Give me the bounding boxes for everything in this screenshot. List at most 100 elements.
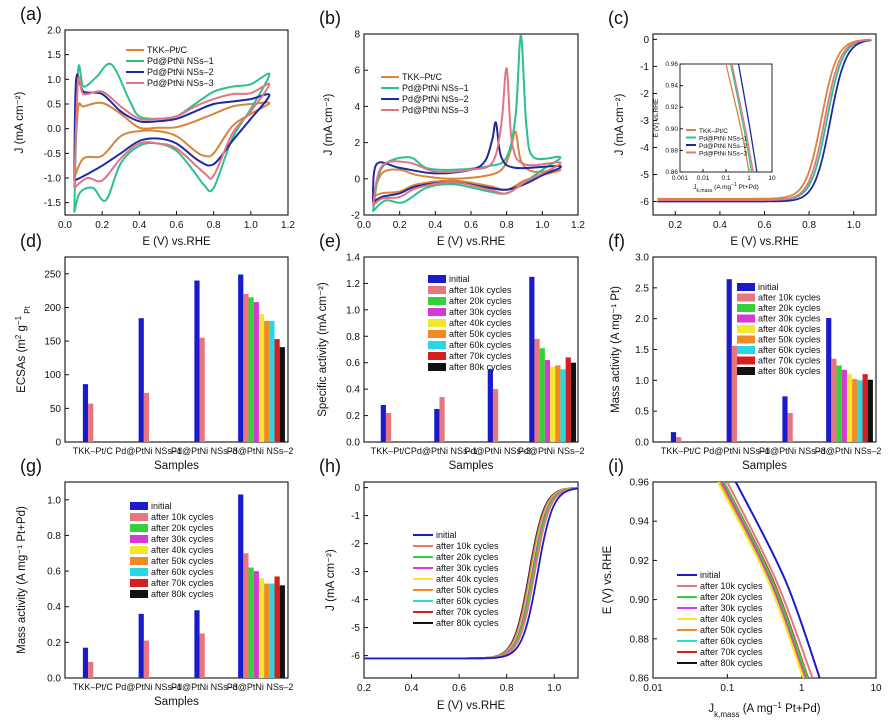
panel-g-bar: [82, 647, 89, 678]
panel-e-ytick-label: 0.0: [346, 438, 360, 449]
panel-e-bar: [565, 357, 571, 442]
panel-d-ytick-label: 150: [44, 337, 61, 348]
panel-f-bar: [731, 345, 738, 442]
panel-a-legend-label: Pd@PtNi NSs–2: [147, 67, 214, 77]
panel-f-bar: [787, 413, 793, 442]
panel-g-legend-swatch: [130, 513, 148, 521]
panel-f-bar: [852, 379, 858, 442]
panel-c-ytick-label: -3: [640, 116, 649, 127]
panel-c-inset-ytick-label: 0.90: [665, 126, 678, 133]
panel-b-xtick-label: 0.2: [393, 220, 407, 231]
panel-e-legend-swatch: [428, 297, 446, 305]
panel-e-bar: [550, 366, 556, 442]
panel-c-inset-xtick-label: 0.1: [721, 175, 730, 182]
panel-h-legend-label: after 70k cycles: [436, 607, 499, 617]
panel-c-series-line: [657, 38, 872, 200]
panel-i-series-line: [726, 482, 814, 678]
panel-e-category-label: TKK–Pt/C: [371, 446, 412, 456]
panel-d-bar: [269, 320, 275, 442]
panel-f-ytick-label: 0.5: [635, 407, 649, 418]
panel-i-series-line: [721, 482, 808, 678]
panel-e-category-label: Pd@PtNi NSs–1: [411, 446, 478, 456]
panel-g-bar: [243, 553, 249, 678]
panel-a-ylabel: J (mA cm⁻²): [14, 92, 26, 154]
panel-g-bar: [88, 661, 94, 678]
panel-g-bar: [279, 585, 285, 678]
panel-f-category-label: TKK–Pt/C: [661, 446, 702, 456]
panel-g-bar: [264, 583, 270, 678]
panel-c-inset-legend-label: Pd@PtNi NSs–1: [699, 136, 748, 143]
panel-d-bar: [253, 302, 259, 442]
panel-f-legend-swatch: [737, 346, 755, 354]
panel-e-legend-label: after 20k cycles: [449, 296, 512, 306]
panel-e-frame: [363, 256, 579, 443]
panel-d-category-label: Pd@PtNi NSs–2: [227, 446, 294, 456]
panel-g-ylabel: Mass activity (A mg⁻¹ Pt+Pd): [16, 506, 28, 654]
panel-e-legend-swatch: [428, 308, 446, 316]
panel-c-inset-series-line: [730, 63, 753, 173]
panel-d-bar: [238, 274, 244, 442]
panel-i-legend-label: after 60k cycles: [700, 636, 763, 646]
panel-i-ylabel: E (V) vs.RHE: [602, 545, 614, 614]
panel-f-legend-swatch: [737, 325, 755, 333]
panel-f-bar: [836, 365, 842, 442]
panel-a-ytick-label: 1.0: [47, 75, 61, 86]
panel-f-bar: [782, 396, 788, 442]
panel-c-inset-legend-label: Pd@PtNi NSs–2: [699, 143, 748, 150]
panel-e-legend-label: after 30k cycles: [449, 307, 512, 317]
panel-f-legend-label: after 80k cycles: [758, 366, 821, 376]
panel-h-ylabel: J (mA cm⁻²): [325, 549, 337, 611]
panel-g-bar: [258, 578, 265, 678]
panel-h-ytick-label: -4: [351, 595, 360, 606]
panel-g-legend-label: initial: [151, 501, 172, 511]
panel-d-bar: [88, 403, 94, 442]
panel-e-xlabel: Samples: [449, 460, 494, 472]
panel-d-bar: [264, 320, 270, 442]
panel-g-bar: [194, 610, 200, 678]
panel-b-xtick-label: 0.4: [428, 220, 442, 231]
panel-g-legend-swatch: [130, 590, 148, 598]
panel-h-legend-label: after 80k cycles: [436, 618, 499, 628]
panel-c-xtick-label: 0.6: [758, 220, 772, 231]
panel-a-series-line: [73, 75, 271, 189]
panel-c-inset-frame: [679, 63, 773, 173]
panel-g-ytick-label: 0.2: [47, 638, 61, 649]
panel-b-series-line: [371, 34, 562, 213]
panel-b-ytick-label: 4: [354, 102, 360, 113]
panel-g-legend-label: after 20k cycles: [151, 523, 214, 533]
panel-c-xtick-label: 0.4: [713, 220, 727, 231]
panel-f-legend-swatch: [737, 356, 755, 365]
panel-d-frame: [64, 256, 289, 443]
panel-b-ytick-label: 8: [354, 30, 360, 41]
panel-g-legend-label: after 40k cycles: [151, 545, 214, 555]
panel-d-ytick-label: 0: [55, 438, 61, 449]
panel-h-legend-label: after 10k cycles: [436, 541, 499, 551]
panel-f-legend-label: after 40k cycles: [758, 324, 821, 334]
panel-f-legend-swatch: [737, 335, 755, 344]
panel-g-legend-swatch: [130, 557, 148, 565]
panel-e-legend-swatch: [428, 319, 446, 327]
panel-f-ytick-label: 3.0: [635, 253, 649, 264]
panel-f-legend-swatch: [737, 283, 755, 291]
panel-g-bar: [274, 576, 280, 678]
panel-c-ytick-label: -4: [640, 143, 649, 154]
panel-e-category-label: Pd@PtNi NSs–3: [464, 446, 531, 456]
panel-h-legend-label: initial: [436, 530, 457, 540]
panel-f-bar: [857, 380, 863, 442]
panel-a-xtick-label: 0.8: [207, 220, 221, 231]
panel-e-bar: [529, 276, 535, 442]
panel-f-category-label: Pd@PtNi NSs–1: [703, 446, 770, 456]
panel-e-legend-swatch: [428, 363, 446, 371]
panel-c-inset-ytick-label: 0.96: [665, 61, 678, 68]
panel-i-xtick-label: 0.01: [643, 683, 663, 694]
panel-e-bar: [487, 369, 493, 442]
panel-e-bar: [534, 338, 540, 442]
panel-g-ytick-label: 1.0: [47, 495, 61, 506]
panel-a-series-line: [73, 62, 271, 213]
panel-d-ytick-label: 100: [44, 370, 61, 381]
panel-f-bar: [831, 358, 837, 442]
panel-c-inset-series-line: [737, 63, 758, 173]
panel-i-xtick-label: 1: [799, 683, 805, 694]
panel-i-series-line: [723, 482, 809, 678]
